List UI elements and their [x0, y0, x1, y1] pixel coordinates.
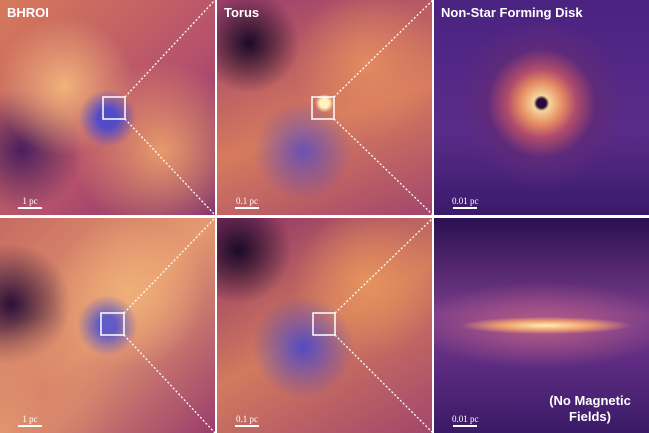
image-panel: 0.01 pc (No Magnetic Fields) [434, 218, 649, 433]
scale-bar: 0.1 pc [235, 196, 259, 209]
zoom-box [100, 312, 125, 336]
zoom-boxes [100, 96, 336, 336]
zoom-line [333, 118, 434, 216]
scale-bar: 1 pc [18, 196, 42, 209]
zoom-line [333, 0, 434, 98]
scale-bar: 0.01 pc [452, 414, 479, 427]
scale-bar: 0.01 pc [452, 196, 479, 209]
zoom-line [334, 217, 434, 314]
panel-label: Torus [224, 5, 260, 20]
zoom-line [123, 334, 216, 433]
scale-bar: 0.1 pc [235, 414, 259, 427]
scale-bar: 1 pc [18, 414, 42, 427]
zoom-box [311, 96, 335, 120]
panel-note: (No Magnetic Fields) [549, 393, 631, 424]
image-panel: Non-Star Forming Disk 0.01 pc [434, 0, 649, 215]
zoom-line [123, 217, 216, 314]
zoom-box [312, 312, 336, 336]
panel-label: Non-Star Forming Disk [441, 5, 583, 20]
image-panel: 1 pc [0, 218, 215, 433]
zoom-line [124, 118, 216, 216]
image-panel: Torus 0.1 pc [217, 0, 432, 215]
image-panel: BHROI 1 pc [0, 0, 215, 215]
panel-label: BHROI [7, 5, 49, 20]
zoom-lines [123, 0, 434, 433]
zoom-line [334, 334, 434, 433]
zoom-box [102, 96, 126, 120]
zoom-line [124, 0, 216, 98]
